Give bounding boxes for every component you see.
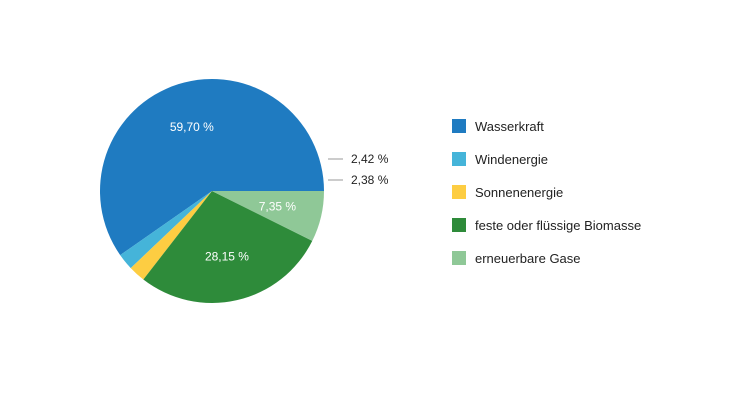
pie-slice-windenergie [120,191,212,269]
slice-value-label: 28,15 % [205,250,249,264]
legend-swatch-wasserkraft [452,119,466,133]
slice-value-label: 7,35 % [259,199,297,213]
slice-labels: 59,70 % 28,15 % 7,35 % 2,42 % 2,38 % [170,120,389,264]
slice-value-label: 2,42 % [351,152,389,166]
legend-label-sonnenenergie: Sonnenenergie [475,185,563,200]
legend-label-erneuerbare-gase: erneuerbare Gase [475,251,581,266]
pie-slice-sonnenenergie [130,191,212,280]
legend-label-wasserkraft: Wasserkraft [475,119,544,134]
pie-slice-feste-oder-fluessige-biomasse [143,191,313,304]
legend-label-feste-oder-fluessige-biomasse: feste oder flüssige Biomasse [475,218,641,233]
pie-slice-erneuerbare-gase [212,191,324,241]
pie-slices [100,79,325,304]
slice-value-label: 2,38 % [351,173,389,187]
slice-value-label: 59,70 % [170,120,214,134]
legend-swatch-feste-oder-fluessige-biomasse [452,218,466,232]
legend-swatch-windenergie [452,152,466,166]
legend-label-windenergie: Windenergie [475,152,548,167]
legend-swatch-sonnenenergie [452,185,466,199]
legend: Wasserkraft Windenergie Sonnenenergie feste… [452,119,641,266]
legend-swatch-erneuerbare-gase [452,251,466,265]
pie-slice-wasserkraft [100,79,325,256]
